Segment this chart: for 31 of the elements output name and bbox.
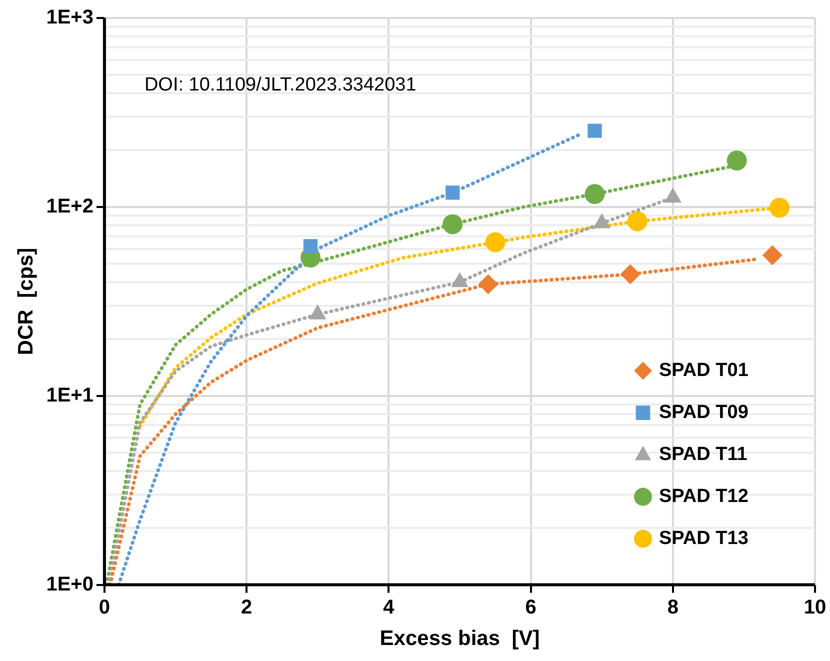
legend-label: SPAD T11 — [659, 444, 748, 466]
y-tick-label: 1E+1 — [46, 384, 94, 406]
legend-label: SPAD T12 — [659, 486, 748, 508]
x-tick-label: 10 — [804, 596, 826, 618]
point — [769, 198, 790, 218]
point — [446, 186, 460, 200]
point — [442, 214, 463, 234]
x-axis-title: Excess bias [V] — [380, 627, 540, 650]
x-tick-label: 0 — [98, 596, 110, 618]
x-tick-label: 4 — [383, 596, 396, 618]
annotation: DOI: 10.1109/JLT.2023.3342031 — [144, 74, 416, 96]
point — [762, 245, 782, 266]
point — [584, 184, 605, 204]
y-tick-label: 1E+0 — [46, 573, 94, 596]
point — [303, 239, 318, 254]
y-tick-label: 1E+3 — [46, 6, 94, 29]
point — [627, 211, 648, 232]
point — [588, 124, 602, 138]
x-tick-label: 8 — [667, 596, 678, 618]
point — [478, 274, 498, 294]
legend-label: SPAD T13 — [659, 528, 748, 550]
x-tick-label: 2 — [241, 596, 252, 618]
y-tick-label: 1E+2 — [46, 195, 94, 218]
point — [620, 264, 640, 284]
point — [485, 232, 506, 252]
legend-label: SPAD T01 — [659, 360, 749, 382]
point — [726, 150, 747, 171]
y-axis-title: DCR [cps] — [14, 248, 38, 356]
line-series — [116, 132, 582, 585]
x-tick-label: 6 — [525, 596, 536, 618]
legend-label: SPAD T09 — [659, 402, 748, 424]
